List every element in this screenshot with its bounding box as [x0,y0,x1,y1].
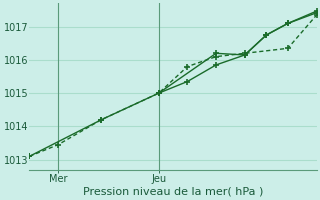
X-axis label: Pression niveau de la mer( hPa ): Pression niveau de la mer( hPa ) [83,187,263,197]
